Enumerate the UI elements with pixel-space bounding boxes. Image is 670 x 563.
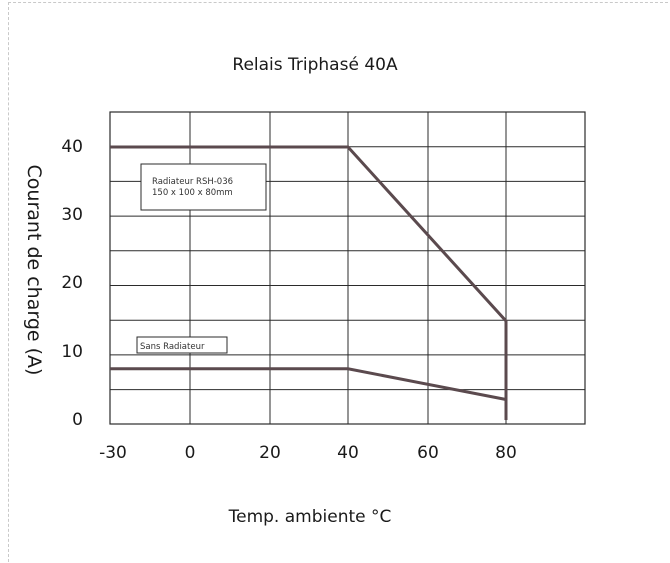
y-tick-label: 20 xyxy=(61,273,83,293)
image-frame xyxy=(8,2,668,562)
x-axis-ticks: -30 0 20 40 60 80 xyxy=(99,443,517,463)
annotation-text: 150 x 100 x 80mm xyxy=(152,188,233,198)
y-tick-label: 30 xyxy=(61,205,83,225)
x-tick-label: 80 xyxy=(495,443,517,463)
x-axis-label: Temp. ambiente °C xyxy=(228,507,392,527)
annotation-box-sans-radiateur xyxy=(136,336,228,354)
x-tick-label: 20 xyxy=(259,443,281,463)
chart-grid xyxy=(109,111,586,425)
y-tick-label: 40 xyxy=(61,137,83,157)
annotation-text: Sans Radiateur xyxy=(140,342,205,352)
series-line-1 xyxy=(110,145,508,420)
x-tick-label: -30 xyxy=(99,443,127,463)
annotation-text: Radiateur RSH-036 xyxy=(152,177,233,187)
annotation-box-radiateur xyxy=(140,163,267,211)
chart-series xyxy=(110,145,508,420)
series-line-2 xyxy=(110,367,507,401)
x-tick-label: 60 xyxy=(417,443,439,463)
x-tick-label: 40 xyxy=(337,443,359,463)
y-axis-label: Courant de charge (A) xyxy=(23,165,45,376)
y-axis-ticks: 0 10 20 30 40 xyxy=(61,137,83,430)
chart-title: Relais Triphasé 40A xyxy=(232,55,398,75)
x-tick-label: 0 xyxy=(185,443,196,463)
y-tick-label: 10 xyxy=(61,342,83,362)
y-tick-label: 0 xyxy=(72,410,83,430)
